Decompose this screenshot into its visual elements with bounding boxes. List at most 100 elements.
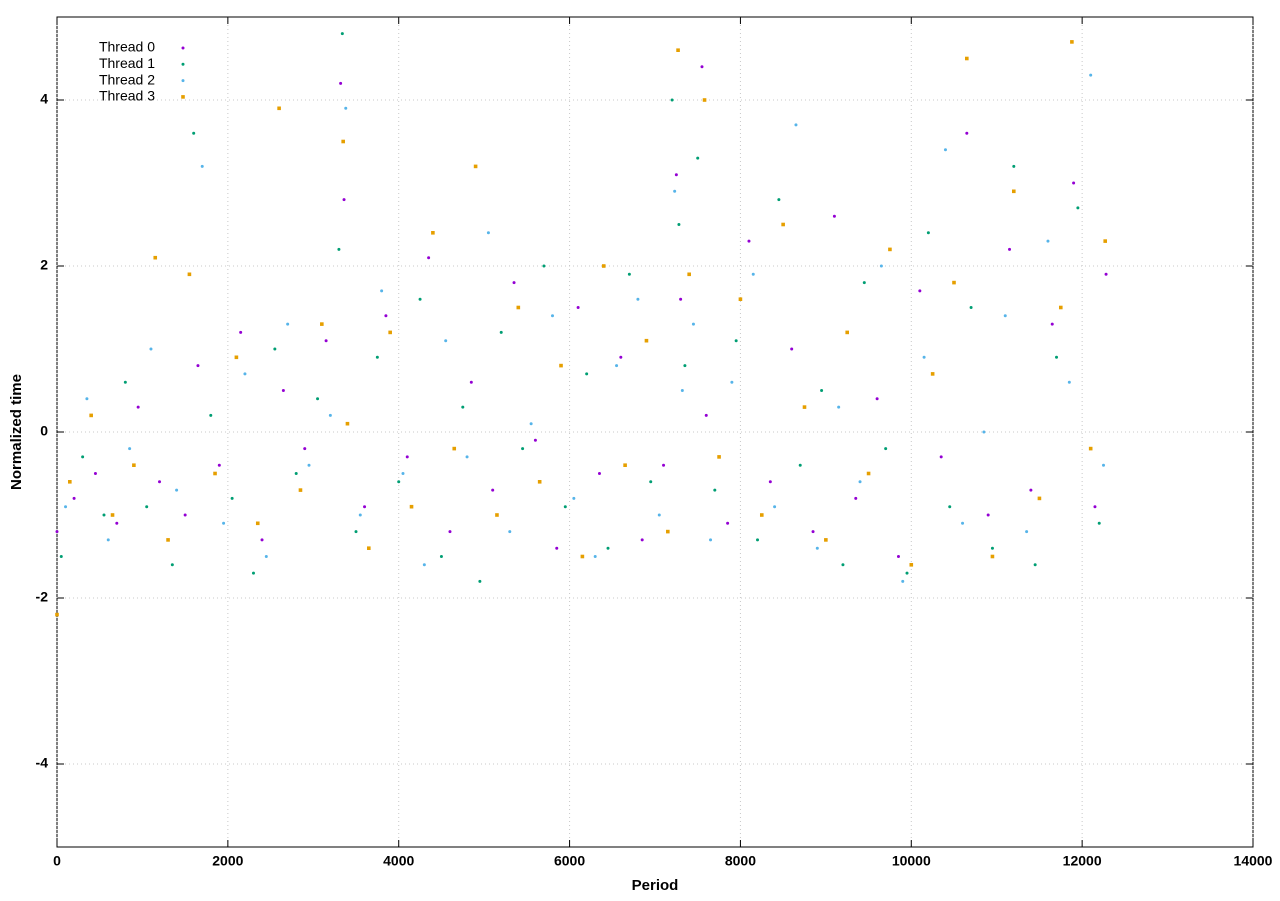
scatter-point bbox=[683, 364, 687, 368]
scatter-point bbox=[1097, 521, 1101, 525]
scatter-point bbox=[649, 480, 653, 484]
scatter-point bbox=[820, 389, 824, 392]
scatter-point bbox=[273, 347, 277, 351]
scatter-point bbox=[85, 397, 89, 401]
scatter-point bbox=[751, 272, 755, 276]
scatter-point bbox=[81, 455, 85, 459]
scatter-point bbox=[222, 521, 226, 525]
scatter-point bbox=[559, 363, 563, 368]
scatter-point bbox=[251, 571, 255, 575]
scatter-point bbox=[175, 488, 179, 492]
scatter-point bbox=[677, 223, 681, 226]
scatter-point bbox=[623, 463, 627, 467]
scatter-point bbox=[815, 546, 819, 550]
scatter-point bbox=[384, 314, 388, 318]
scatter-point bbox=[606, 546, 610, 550]
scatter-point bbox=[465, 455, 469, 459]
scatter-point bbox=[837, 405, 841, 409]
scatter-point bbox=[59, 555, 63, 558]
scatter-point bbox=[601, 264, 606, 268]
scatter-point bbox=[345, 421, 350, 426]
scatter-point bbox=[512, 281, 516, 285]
scatter-point bbox=[337, 247, 341, 251]
scatter-point bbox=[132, 463, 136, 467]
scatter-point bbox=[1025, 530, 1029, 534]
scatter-point bbox=[508, 530, 512, 534]
scatter-point bbox=[619, 355, 623, 359]
scatter-point bbox=[905, 571, 909, 575]
legend-marker bbox=[181, 62, 185, 66]
scatter-point bbox=[286, 322, 290, 326]
scatter-point bbox=[918, 289, 922, 293]
scatter-point bbox=[948, 505, 952, 509]
scatter-point bbox=[448, 530, 452, 534]
scatter-point bbox=[1012, 189, 1016, 194]
scatter-point bbox=[243, 372, 247, 376]
scatter-point bbox=[585, 372, 589, 376]
scatter-point bbox=[702, 98, 707, 102]
scatter-point bbox=[342, 198, 346, 202]
x-axis-label: Period bbox=[632, 877, 679, 894]
scatter-point bbox=[965, 131, 969, 135]
scatter-point bbox=[909, 563, 914, 567]
scatter-point bbox=[673, 189, 677, 193]
scatter-point bbox=[521, 447, 525, 451]
scatter-point bbox=[153, 255, 158, 260]
scatter-point bbox=[832, 214, 836, 218]
scatter-point bbox=[713, 488, 717, 492]
scatter-point bbox=[696, 156, 700, 160]
scatter-point bbox=[862, 281, 866, 285]
scatter-point bbox=[405, 455, 409, 459]
scatter-point bbox=[896, 555, 900, 558]
scatter-point bbox=[1088, 446, 1093, 451]
scatter-point bbox=[1029, 488, 1033, 492]
scatter-point bbox=[89, 413, 93, 418]
scatter-point bbox=[717, 455, 721, 459]
scatter-point bbox=[674, 173, 678, 177]
scatter-point bbox=[1103, 239, 1108, 243]
scatter-point bbox=[68, 480, 72, 484]
scatter-point bbox=[1076, 206, 1080, 210]
legend-marker bbox=[181, 46, 185, 50]
legend-marker bbox=[181, 95, 185, 99]
scatter-point bbox=[1033, 563, 1037, 567]
scatter-point bbox=[1102, 463, 1105, 467]
scatter-point bbox=[1050, 322, 1054, 326]
scatter-point bbox=[550, 314, 554, 318]
scatter-point bbox=[794, 123, 798, 127]
scatter-point bbox=[930, 372, 935, 376]
y-tick-label: -2 bbox=[36, 589, 49, 605]
scatter-point bbox=[444, 339, 448, 343]
scatter-point bbox=[499, 330, 503, 334]
scatter-point bbox=[200, 164, 204, 168]
scatter-point bbox=[747, 239, 751, 243]
scatter-point bbox=[982, 430, 986, 434]
scatter-point bbox=[380, 289, 384, 293]
x-tick-label: 10000 bbox=[892, 853, 931, 869]
scatter-point bbox=[781, 222, 785, 227]
scatter-point bbox=[627, 272, 631, 276]
scatter-point bbox=[294, 472, 298, 475]
scatter-point bbox=[580, 554, 585, 559]
scatter-point bbox=[533, 438, 537, 442]
scatter-point bbox=[615, 364, 619, 368]
scatter-point bbox=[555, 546, 559, 550]
scatter-point bbox=[1003, 314, 1007, 318]
scatter-point bbox=[798, 463, 802, 467]
scatter-point bbox=[158, 480, 162, 484]
scatter-point bbox=[901, 579, 905, 583]
scatter-point bbox=[183, 513, 187, 517]
scatter-point bbox=[1072, 181, 1076, 185]
scatter-point bbox=[858, 480, 862, 484]
scatter-point bbox=[952, 280, 956, 285]
scatter-point bbox=[64, 505, 68, 509]
scatter-point bbox=[439, 555, 443, 558]
scatter-point bbox=[473, 164, 478, 169]
scatter-point bbox=[939, 455, 943, 459]
scatter-point bbox=[102, 513, 106, 517]
legend-label: Thread 0 bbox=[99, 39, 155, 55]
scatter-point bbox=[666, 529, 670, 534]
scatter-point bbox=[72, 496, 76, 500]
scatter-point bbox=[687, 272, 691, 277]
scatter-point bbox=[845, 330, 850, 335]
